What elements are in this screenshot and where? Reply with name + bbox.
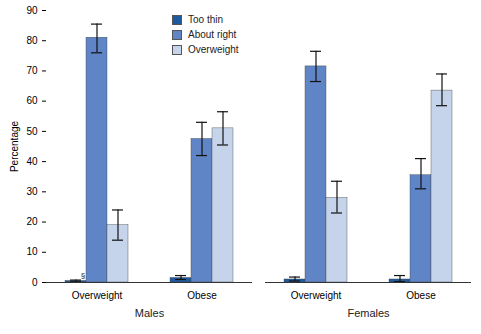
svg-text:60: 60 [26,95,38,106]
svg-text:0: 0 [32,277,38,288]
svg-text:30: 30 [26,186,38,197]
svg-text:90: 90 [26,5,38,16]
svg-text:10: 10 [26,246,38,257]
svg-text:Obese: Obese [406,290,436,301]
svg-text:50: 50 [26,126,38,137]
svg-text:Obese: Obese [187,290,217,301]
svg-text:Overweight: Overweight [72,290,123,301]
html-text:Overweight: Overweight [188,44,239,55]
svg-text:40: 40 [26,156,38,167]
svg-text:Overweight: Overweight [291,290,342,301]
html-text:About right: About right [188,29,237,40]
svg-text:80: 80 [26,35,38,46]
svg-text:70: 70 [26,65,38,76]
svg-text:§: § [81,271,85,280]
svg-text:Females: Females [347,307,390,319]
svg-text:Percentage: Percentage [9,120,20,172]
svg-text:Males: Males [135,307,165,319]
svg-text:20: 20 [26,216,38,227]
html-text:Too thin: Too thin [188,14,223,25]
